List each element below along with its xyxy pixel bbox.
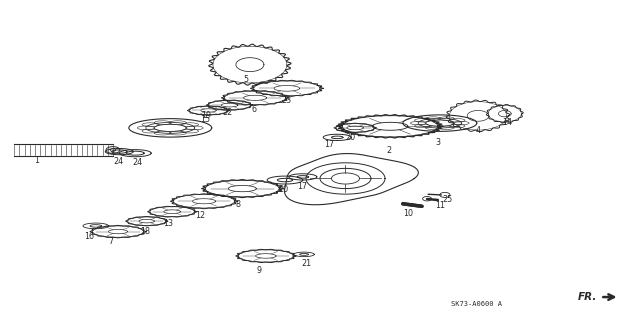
Text: 23: 23 bbox=[282, 96, 292, 105]
Text: 12: 12 bbox=[195, 211, 205, 220]
Text: 4: 4 bbox=[476, 126, 481, 135]
Text: 10: 10 bbox=[403, 209, 413, 218]
Text: 24: 24 bbox=[132, 158, 142, 167]
Text: 2: 2 bbox=[387, 146, 392, 155]
Text: 3: 3 bbox=[435, 137, 440, 147]
Text: 22: 22 bbox=[223, 108, 233, 117]
Text: 16: 16 bbox=[84, 232, 94, 241]
Text: 9: 9 bbox=[257, 266, 262, 275]
Text: 20: 20 bbox=[278, 185, 288, 194]
Text: 15: 15 bbox=[200, 115, 211, 124]
Text: 20: 20 bbox=[346, 133, 356, 142]
Text: 17: 17 bbox=[297, 182, 307, 191]
Text: SK73-A0600 A: SK73-A0600 A bbox=[451, 301, 502, 307]
Text: 21: 21 bbox=[301, 259, 311, 268]
Text: 13: 13 bbox=[163, 219, 173, 228]
Text: 25: 25 bbox=[442, 196, 452, 204]
Text: 1: 1 bbox=[34, 156, 39, 165]
Text: 5: 5 bbox=[243, 75, 249, 84]
Text: 18: 18 bbox=[140, 227, 150, 236]
Text: 24: 24 bbox=[113, 157, 123, 166]
Text: 19: 19 bbox=[202, 111, 212, 120]
Text: 6: 6 bbox=[252, 105, 256, 114]
Text: 14: 14 bbox=[502, 118, 512, 127]
Text: 17: 17 bbox=[324, 140, 335, 149]
Text: 7: 7 bbox=[108, 237, 113, 246]
Text: FR.: FR. bbox=[578, 292, 597, 302]
Text: 11: 11 bbox=[435, 201, 445, 210]
Text: 8: 8 bbox=[236, 200, 241, 209]
